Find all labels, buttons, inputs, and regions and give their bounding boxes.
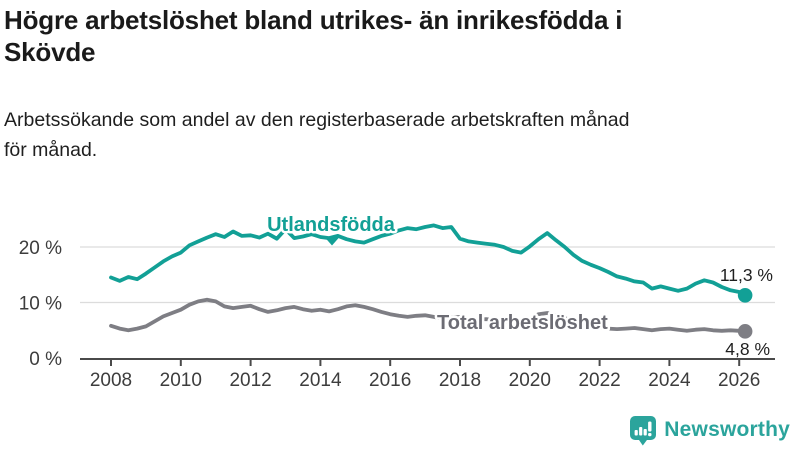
series-line-total — [109, 297, 747, 334]
x-axis-label-2020: 2020 — [509, 370, 551, 391]
x-axis-label-2012: 2012 — [229, 370, 271, 391]
y-axis-label-20: 20 % — [19, 238, 62, 259]
x-axis-label-2014: 2014 — [299, 370, 342, 391]
newsworthy-icon — [630, 415, 657, 445]
unemployment-line-chart: 0 % 10 % 20 % 2008 2010 2012 2014 2016 2018 2020 2… — [19, 212, 775, 391]
page-subtitle-line1: Arbetssökande som andel av den registerb… — [4, 109, 630, 131]
page-title-line1: Högre arbetslöshet bland utrikes- än inr… — [4, 5, 623, 35]
x-axis-label-2008: 2008 — [90, 370, 132, 391]
newsworthy-logo: Newsworthy — [629, 413, 790, 447]
series-label-arrow-utlandsfodda — [324, 237, 340, 246]
x-axis-label-2026: 2026 — [718, 370, 760, 391]
page-subtitle-line2: för månad. — [4, 139, 98, 161]
end-dot-utlandsfodda — [737, 287, 753, 303]
page-subtitle: Arbetssökande som andel av den registerb… — [4, 105, 794, 165]
x-axis-label-2022: 2022 — [578, 370, 620, 391]
end-value-label-total: 4,8 % — [725, 339, 770, 359]
x-axis-label-2024: 2024 — [648, 370, 691, 391]
end-dot-total — [737, 324, 753, 339]
x-axis-label-2016: 2016 — [369, 370, 411, 391]
end-value-label-utlandsfodda: 11,3 % — [720, 265, 773, 285]
series-line-utlandsfodda — [109, 223, 747, 298]
y-axis-label-0: 0 % — [29, 349, 62, 370]
x-axis-label-2018: 2018 — [439, 370, 481, 391]
series-label-utlandsfodda: Utlandsfödda — [267, 214, 396, 236]
y-axis-label-10: 10 % — [19, 294, 62, 315]
page-title: Högre arbetslöshet bland utrikes- än inr… — [4, 4, 784, 68]
series-label-total: Total arbetslöshet — [437, 312, 608, 334]
page-title-line2: Skövde — [4, 37, 96, 67]
newsworthy-wordmark: Newsworthy — [664, 418, 790, 441]
x-axis-label-2010: 2010 — [160, 370, 202, 391]
